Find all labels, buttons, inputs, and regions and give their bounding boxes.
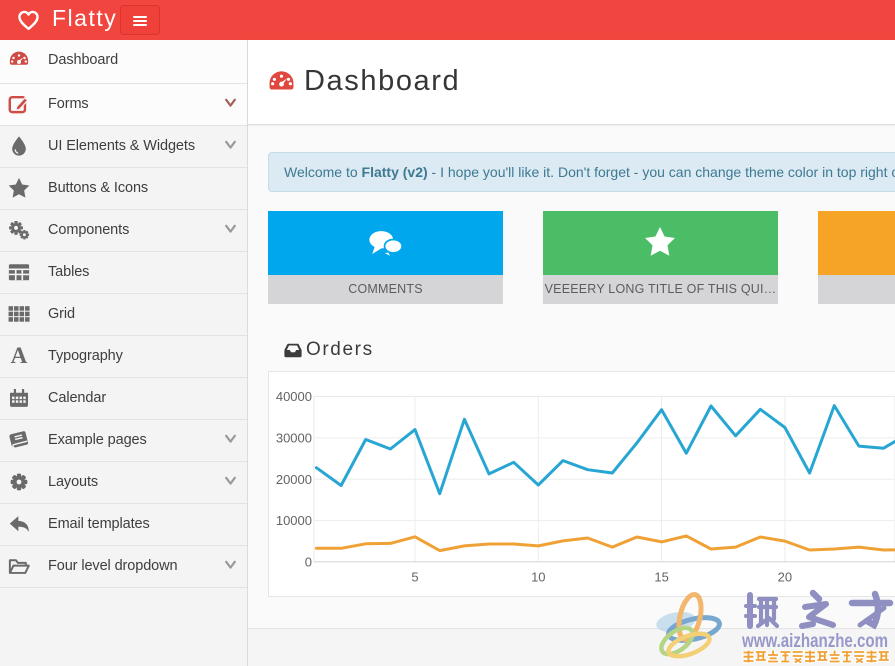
svg-text:15: 15 [654, 570, 668, 585]
svg-text:0: 0 [305, 555, 312, 570]
svg-text:A: A [11, 345, 28, 367]
svg-text:www.aizhanzhe.com: www.aizhanzhe.com [741, 631, 888, 652]
svg-text:20: 20 [778, 570, 792, 585]
svg-text:30000: 30000 [276, 430, 312, 445]
svg-text:10: 10 [531, 570, 545, 585]
svg-text:5: 5 [411, 570, 418, 585]
svg-text:40000: 40000 [276, 389, 312, 404]
svg-text:10000: 10000 [276, 513, 312, 528]
svg-text:20000: 20000 [276, 472, 312, 487]
